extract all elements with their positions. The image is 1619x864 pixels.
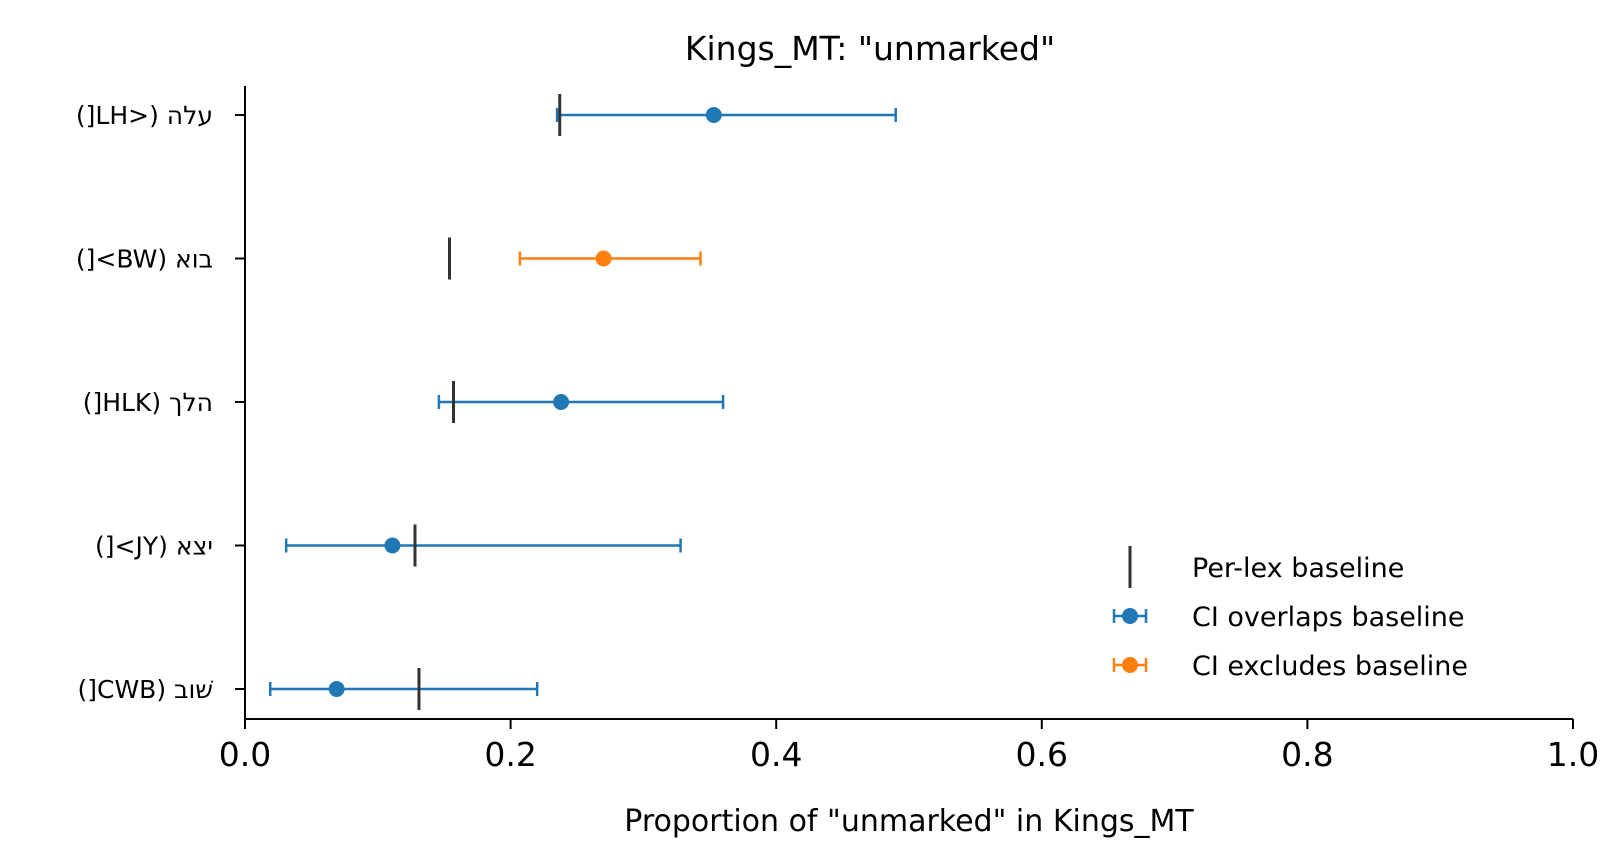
x-tick-label: 0.2: [484, 735, 536, 774]
x-tick-label: 1.0: [1547, 735, 1599, 774]
legend-point-swatch: [1122, 657, 1138, 673]
x-tick-label: 0.8: [1281, 735, 1333, 774]
point-marker: [553, 394, 570, 410]
point-marker: [705, 107, 722, 123]
x-tick-label: 0.0: [219, 735, 271, 774]
legend-item: CI overlaps baseline: [1112, 602, 1465, 633]
data-marks: [268, 94, 897, 710]
x-ticks: 0.0 0.2 0.4 0.6 0.8 1.0: [219, 719, 1599, 774]
legend-item: Per-lex baseline: [1128, 546, 1404, 588]
point-marker: [595, 250, 612, 267]
legend-item: CI excludes baseline: [1112, 651, 1468, 682]
y-tick-label: הלך (HLK[): [83, 388, 213, 417]
y-tick-label: יצא (JY>[): [95, 532, 213, 561]
errorbar-group: [448, 237, 702, 280]
errorbar-group: [555, 94, 897, 136]
y-tick-label: בוא (BW>[): [76, 245, 213, 274]
errorbar-group: [284, 524, 682, 567]
x-axis-label: Proportion of "unmarked" in Kings_MT: [624, 804, 1194, 839]
plot-area: 0.0 0.2 0.4 0.6 0.8 1.0 עלה (<LH[) בוא (BW>[) ה…: [76, 86, 1599, 774]
legend-label: CI excludes baseline: [1192, 651, 1468, 682]
chart-title: Kings_MT: "unmarked": [685, 29, 1055, 68]
y-tick-label: עלה (<LH[): [76, 101, 213, 130]
legend-label: CI overlaps baseline: [1192, 602, 1465, 633]
errorbar-group: [268, 668, 539, 710]
legend-label: Per-lex baseline: [1192, 553, 1404, 584]
x-tick-label: 0.6: [1016, 735, 1068, 774]
legend-point-swatch: [1122, 608, 1138, 624]
y-ticks: עלה (<LH[) בוא (BW>[) הלך (HLK[) יצא (JY>[)…: [76, 101, 245, 704]
x-tick-label: 0.4: [750, 735, 802, 774]
errorbar-group: [437, 381, 725, 423]
point-marker: [328, 681, 345, 697]
legend: Per-lex baseline CI overlaps baseline CI e…: [1112, 546, 1468, 682]
point-marker: [384, 537, 401, 554]
y-tick-label: שׁוב (CWB[): [77, 675, 213, 704]
